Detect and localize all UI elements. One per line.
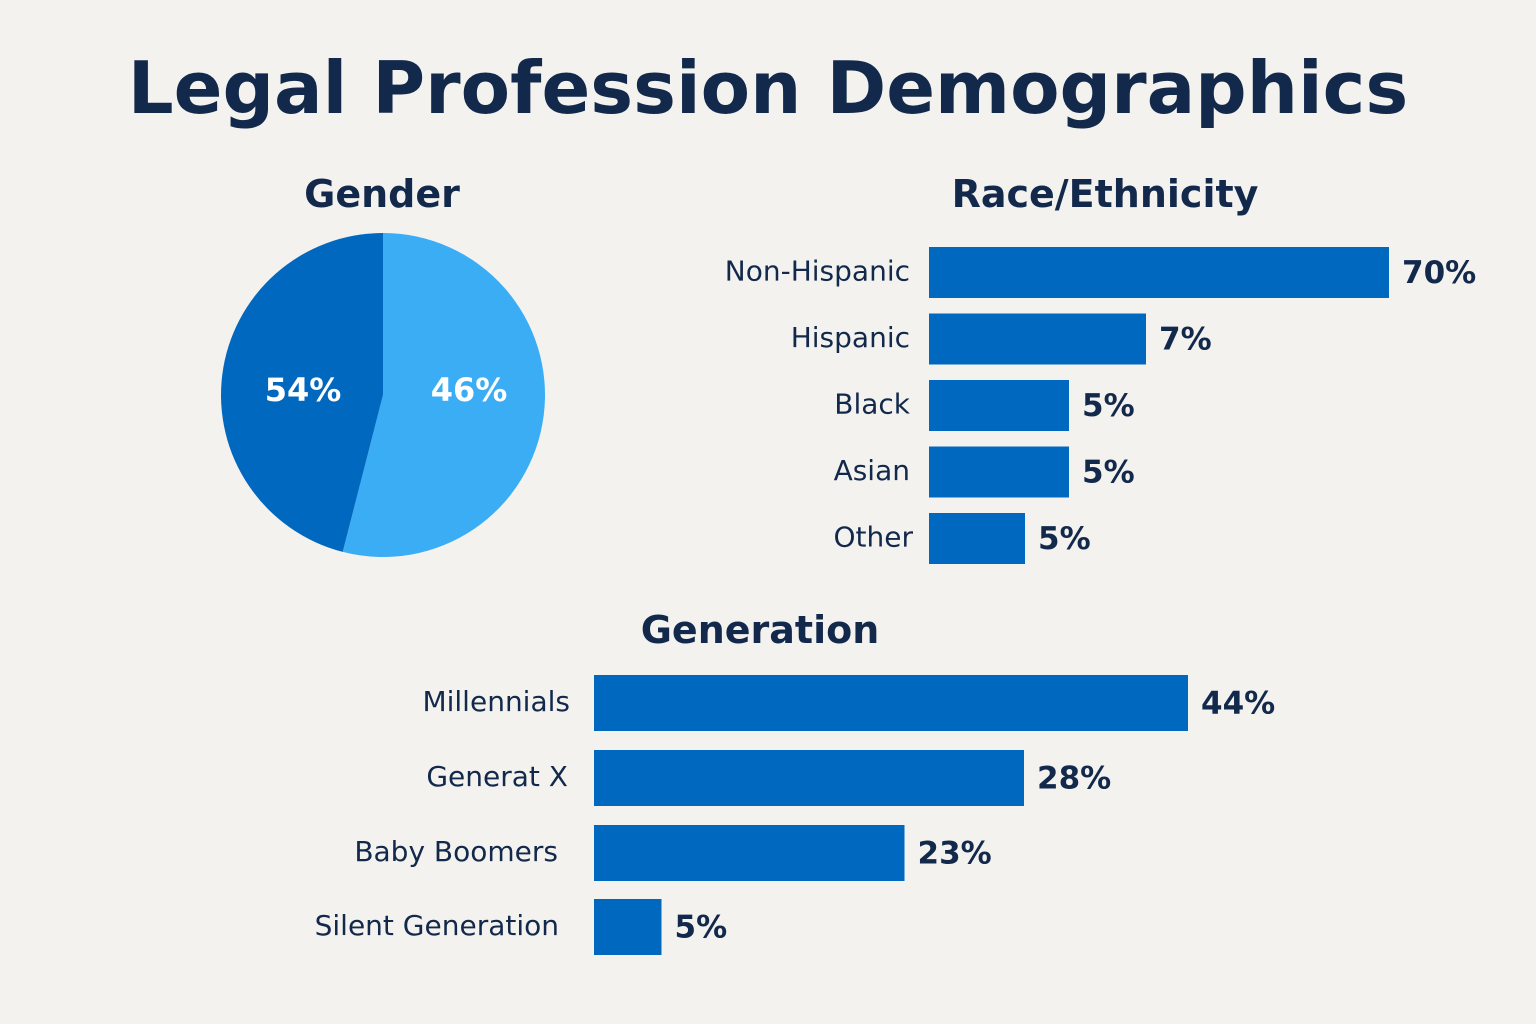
bar-value-label: 70% bbox=[1402, 255, 1476, 291]
bar-category-label: Silent Generation bbox=[315, 909, 559, 942]
bar-category-label: Millennials bbox=[422, 685, 570, 718]
pie-slice-label: 54% bbox=[265, 371, 342, 409]
pie-slice-label: 46% bbox=[431, 371, 508, 409]
page-title: Legal Profession Demographics bbox=[127, 46, 1409, 130]
bar-value-label: 5% bbox=[1038, 521, 1091, 557]
pie-slice bbox=[342, 233, 546, 557]
bar-value-label: 28% bbox=[1037, 761, 1111, 797]
bar-category-label: Generat X bbox=[426, 760, 568, 793]
race-bar-chart: Non-Hispanic 70% Hispanic 7% Black 5% Asian 5% O… bbox=[725, 247, 1476, 564]
bar bbox=[594, 675, 1188, 731]
bar-value-label: 5% bbox=[1082, 455, 1135, 491]
bar bbox=[929, 446, 1069, 498]
bar bbox=[594, 899, 662, 955]
bar bbox=[594, 825, 905, 881]
gender-chart-title: Gender bbox=[304, 172, 460, 216]
bar bbox=[594, 750, 1024, 806]
gender-pie-chart: 54% 46% bbox=[221, 232, 546, 557]
race-chart-title: Race/Ethnicity bbox=[951, 172, 1259, 216]
bar-value-label: 23% bbox=[918, 836, 992, 872]
bar-category-label: Black bbox=[834, 388, 911, 421]
bar-value-label: 7% bbox=[1159, 322, 1212, 358]
bar-category-label: Baby Boomers bbox=[354, 835, 558, 868]
generation-chart-title: Generation bbox=[640, 608, 880, 652]
bar-category-label: Other bbox=[833, 521, 913, 554]
bar bbox=[929, 380, 1069, 431]
bar bbox=[929, 313, 1146, 365]
bar-category-label: Asian bbox=[834, 454, 910, 487]
pie-slice bbox=[221, 232, 383, 552]
bar bbox=[929, 247, 1389, 298]
bar-value-label: 44% bbox=[1201, 686, 1275, 722]
bar-category-label: Hispanic bbox=[791, 321, 910, 354]
bar-category-label: Non-Hispanic bbox=[725, 255, 910, 288]
bar bbox=[929, 513, 1025, 564]
bar-value-label: 5% bbox=[675, 910, 728, 946]
bar-value-label: 5% bbox=[1082, 388, 1135, 424]
generation-bar-chart: Millennials 44% Generat X 28% Baby Boomers 23… bbox=[315, 675, 1275, 955]
